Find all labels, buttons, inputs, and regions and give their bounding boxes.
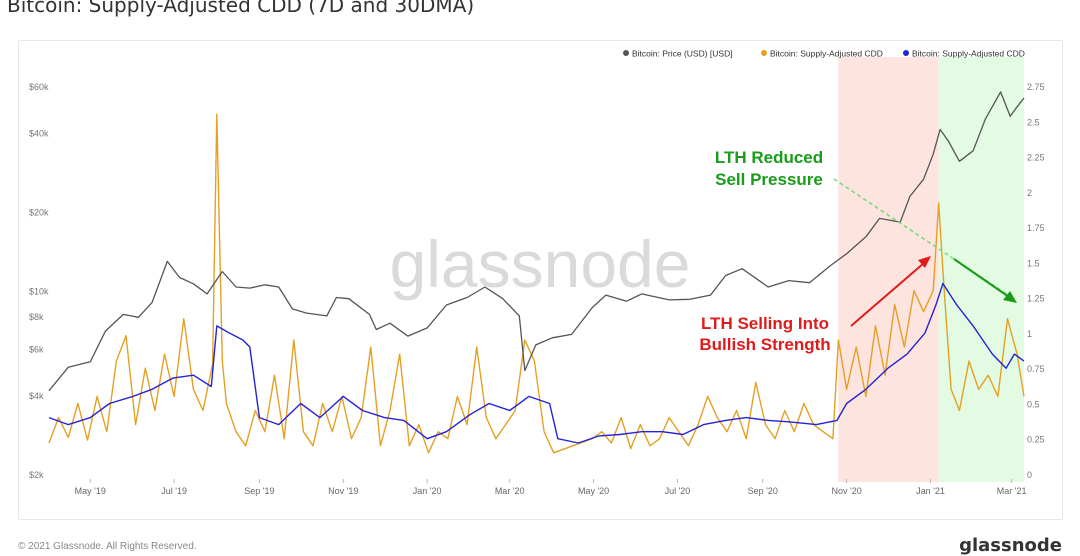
x-tick-label: Jan '20: [413, 486, 442, 496]
right-axis: 0 0.25 0.5 0.75 1 1.25 1.5 1.75 2 2.25 2.5 2.75: [1027, 82, 1045, 480]
annotation-selling-line1: LTH Selling Into: [701, 314, 829, 333]
right-tick-label: 2.5: [1027, 117, 1040, 127]
right-tick-label: 1.5: [1027, 258, 1040, 268]
right-tick-label: 2: [1027, 188, 1032, 198]
left-tick-label: $6k: [29, 345, 44, 355]
annotation-reduced-line2: Sell Pressure: [715, 170, 823, 189]
chart-frame: glassnode $2k $4k $6k $8k $10k $20k $40k $60k 0…: [18, 40, 1063, 520]
left-tick-label: $4k: [29, 391, 44, 401]
right-tick-label: 2.25: [1027, 153, 1045, 163]
legend: Bitcoin: Price (USD) [USD] Bitcoin: Suppl…: [623, 49, 1025, 59]
right-tick-label: 1: [1027, 329, 1032, 339]
x-tick-label: Nov '20: [831, 486, 861, 496]
right-tick-label: 2.75: [1027, 82, 1045, 92]
x-tick-label: Sep '19: [244, 486, 274, 496]
left-tick-label: $40k: [29, 128, 49, 138]
right-tick-label: 0.25: [1027, 435, 1045, 445]
shaded-region-red: [838, 57, 939, 482]
x-tick-label: May '20: [578, 486, 609, 496]
right-tick-label: 0: [1027, 470, 1032, 480]
left-axis: $2k $4k $6k $8k $10k $20k $40k $60k: [29, 82, 49, 480]
right-tick-label: 0.75: [1027, 364, 1045, 374]
legend-marker: [623, 50, 629, 56]
legend-label: Bitcoin: Supply-Adjusted CDD: [770, 49, 883, 59]
left-tick-label: $8k: [29, 312, 44, 322]
legend-label: Bitcoin: Supply-Adjusted CDD: [912, 49, 1025, 59]
selling-arrowhead: [918, 256, 931, 268]
x-tick-label: Mar '21: [997, 486, 1027, 496]
series-line-price: [48, 91, 1025, 392]
right-tick-label: 0.5: [1027, 399, 1040, 409]
right-tick-label: 1.25: [1027, 294, 1045, 304]
series-line-cdd-7d: [48, 113, 1025, 454]
chart: glassnode $2k $4k $6k $8k $10k $20k $40k $60k 0…: [29, 49, 1045, 497]
footer-brand: glassnode: [959, 535, 1062, 556]
reduced-arrow: [833, 178, 1015, 300]
watermark: glassnode: [390, 227, 691, 301]
shaded-regions: [838, 57, 1024, 482]
annotation-reduced-line1: LTH Reduced: [715, 148, 823, 167]
series-line-cdd-30dma: [48, 282, 1025, 444]
left-tick-label: $60k: [29, 82, 49, 92]
page-title: Bitcoin: Supply-Adjusted CDD (7D and 30D…: [7, 0, 475, 17]
left-tick-label: $20k: [29, 207, 49, 217]
annotation-selling-line2: Bullish Strength: [699, 335, 830, 354]
legend-marker: [761, 50, 767, 56]
selling-arrow: [850, 262, 925, 327]
x-tick-label: Sep '20: [748, 486, 778, 496]
shaded-region-green: [938, 57, 1024, 482]
left-tick-label: $2k: [29, 470, 44, 480]
legend-label: Bitcoin: Price (USD) [USD]: [632, 49, 733, 59]
reduced-arrowhead: [1003, 291, 1017, 303]
right-tick-label: 1.75: [1027, 223, 1045, 233]
x-tick-label: Nov '19: [328, 486, 358, 496]
x-tick-label: Mar '20: [495, 486, 525, 496]
x-axis: May '19 Jul '19 Sep '19 Nov '19 Jan '20 Mar '…: [75, 479, 1027, 496]
x-tick-label: Jan '21: [916, 486, 945, 496]
left-tick-label: $10k: [29, 286, 49, 296]
series-layer: [48, 91, 1025, 454]
reduced-arrow-tail: [953, 258, 1010, 298]
legend-marker: [903, 50, 909, 56]
x-tick-label: May '19: [75, 486, 106, 496]
x-tick-label: Jul '20: [665, 486, 691, 496]
x-tick-label: Jul '19: [161, 486, 187, 496]
